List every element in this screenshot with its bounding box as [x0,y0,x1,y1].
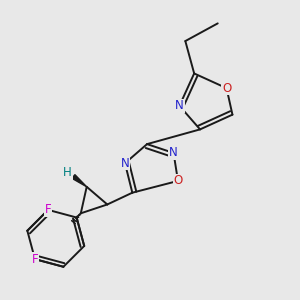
Text: F: F [32,253,38,266]
Text: O: O [222,82,231,95]
Text: F: F [45,203,52,216]
Text: N: N [175,99,184,112]
Text: H: H [63,166,72,179]
Text: N: N [169,146,178,159]
Polygon shape [72,175,87,187]
Text: O: O [173,174,183,188]
Text: N: N [121,157,129,170]
